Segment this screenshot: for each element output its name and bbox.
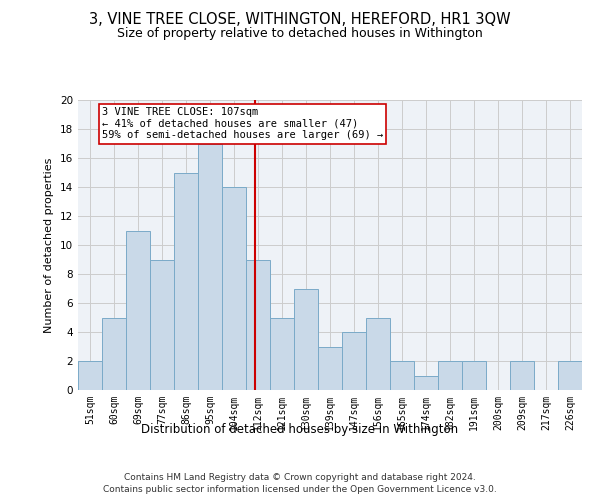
Bar [246,260,270,390]
Bar [462,361,486,390]
Bar [414,376,438,390]
Bar [102,318,126,390]
Bar [558,361,582,390]
Bar [222,187,246,390]
Bar [366,318,390,390]
Bar [150,260,174,390]
Bar [270,318,294,390]
Bar [174,172,198,390]
Text: 3, VINE TREE CLOSE, WITHINGTON, HEREFORD, HR1 3QW: 3, VINE TREE CLOSE, WITHINGTON, HEREFORD… [89,12,511,28]
Bar [342,332,366,390]
Bar [78,361,102,390]
Bar [318,346,342,390]
Bar [510,361,534,390]
Bar [390,361,414,390]
Text: Contains public sector information licensed under the Open Government Licence v3: Contains public sector information licen… [103,485,497,494]
Bar [438,361,462,390]
Y-axis label: Number of detached properties: Number of detached properties [44,158,55,332]
Bar [126,230,150,390]
Text: Distribution of detached houses by size in Withington: Distribution of detached houses by size … [142,422,458,436]
Text: Size of property relative to detached houses in Withington: Size of property relative to detached ho… [117,28,483,40]
Text: 3 VINE TREE CLOSE: 107sqm
← 41% of detached houses are smaller (47)
59% of semi-: 3 VINE TREE CLOSE: 107sqm ← 41% of detac… [102,108,383,140]
Bar [198,144,222,390]
Text: Contains HM Land Registry data © Crown copyright and database right 2024.: Contains HM Land Registry data © Crown c… [124,472,476,482]
Bar [294,288,318,390]
